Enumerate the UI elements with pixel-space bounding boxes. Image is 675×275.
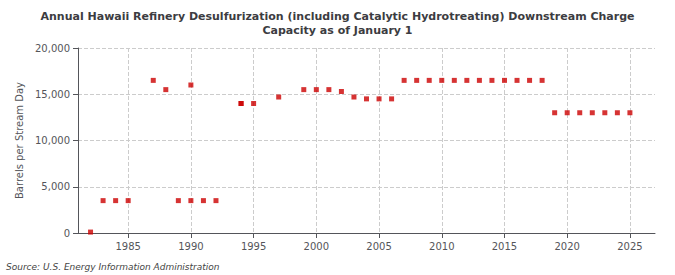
svg-text:Annual Hawaii Refinery Desulfu: Annual Hawaii Refinery Desulfurization (… xyxy=(40,10,634,23)
svg-text:2010: 2010 xyxy=(429,241,454,252)
svg-text:1990: 1990 xyxy=(178,241,203,252)
svg-text:0: 0 xyxy=(64,228,70,239)
svg-text:Capacity as of January 1: Capacity as of January 1 xyxy=(263,24,413,37)
svg-text:1985: 1985 xyxy=(115,241,140,252)
svg-text:20,000: 20,000 xyxy=(35,43,70,54)
svg-text:2020: 2020 xyxy=(554,241,579,252)
svg-text:2015: 2015 xyxy=(492,241,517,252)
svg-text:10,000: 10,000 xyxy=(35,135,70,146)
svg-text:2025: 2025 xyxy=(617,241,642,252)
svg-text:1995: 1995 xyxy=(241,241,266,252)
svg-text:Barrels per Stream Day: Barrels per Stream Day xyxy=(14,82,25,199)
svg-text:Source: U.S. Energy Informatio: Source: U.S. Energy Information Administ… xyxy=(6,262,220,272)
svg-text:2005: 2005 xyxy=(366,241,391,252)
svg-text:15,000: 15,000 xyxy=(35,89,70,100)
svg-text:2000: 2000 xyxy=(304,241,329,252)
svg-text:5,000: 5,000 xyxy=(41,181,70,192)
